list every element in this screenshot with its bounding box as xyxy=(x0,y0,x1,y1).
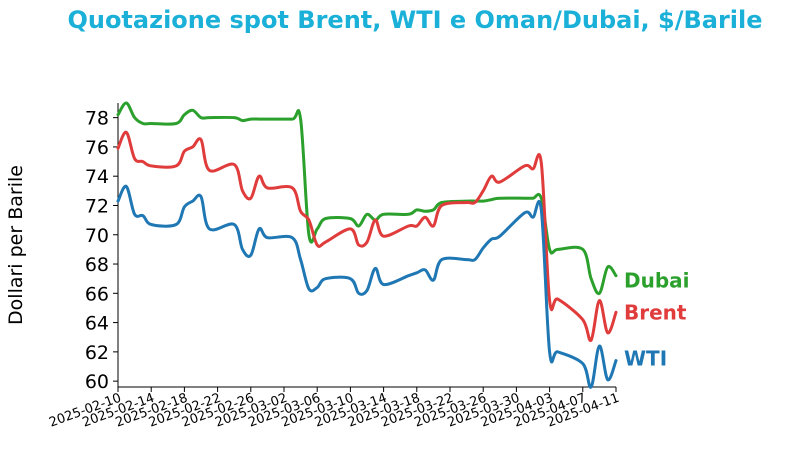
series-line-brent xyxy=(116,130,618,342)
y-tick-label: 60 xyxy=(85,371,109,393)
y-tick-label: 70 xyxy=(85,225,109,247)
series-line-wti xyxy=(116,184,618,389)
y-tick-label: 72 xyxy=(85,195,109,217)
y-tick-label: 76 xyxy=(85,137,109,159)
y-tick-label: 78 xyxy=(85,108,109,130)
y-tick-label: 68 xyxy=(85,254,109,276)
series-label-wti: WTI xyxy=(624,347,667,371)
series-line-dubai xyxy=(116,101,618,296)
series-label-brent: Brent xyxy=(624,300,687,324)
y-tick-label: 64 xyxy=(85,313,109,335)
chart-series xyxy=(116,101,618,389)
series-label-dubai: Dubai xyxy=(624,269,690,293)
series-labels: Dubai Brent WTI xyxy=(624,269,690,371)
chart-title: Quotazione spot Brent, WTI e Oman/Dubai,… xyxy=(67,6,762,34)
y-tick-label: 62 xyxy=(85,342,109,364)
y-axis-label: Dollari per Barile xyxy=(5,165,27,325)
y-tick-label: 66 xyxy=(85,283,109,305)
y-tick-label: 74 xyxy=(85,166,109,188)
